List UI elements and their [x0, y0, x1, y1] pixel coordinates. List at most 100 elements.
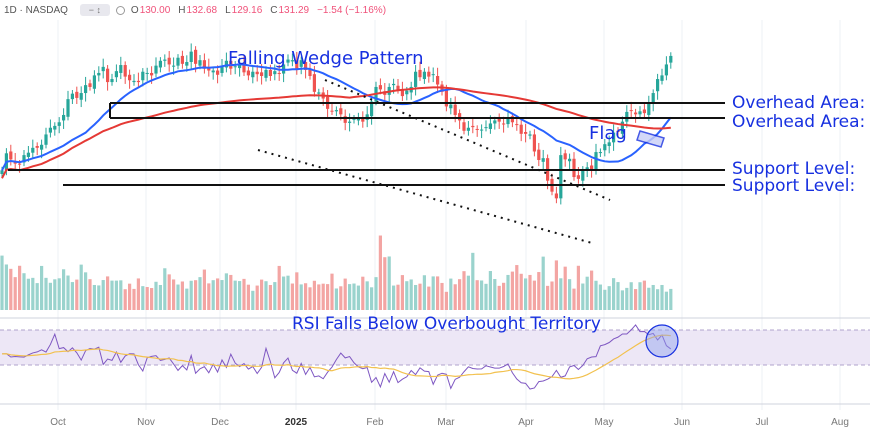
volume-bar [321, 283, 325, 310]
x-tick-label: Jul [756, 417, 769, 428]
candle [9, 151, 13, 160]
volume-bar [229, 274, 233, 310]
volume-bar [70, 282, 74, 310]
volume-bar [207, 283, 211, 310]
candle [290, 60, 294, 62]
candle [647, 104, 651, 115]
low-label: L [225, 4, 231, 16]
candle [158, 60, 162, 68]
support-level-label-1: Support Level: [732, 159, 856, 179]
volume-bar [238, 281, 242, 310]
candle [480, 129, 484, 131]
high-label: H [178, 4, 186, 16]
candle [53, 125, 57, 130]
volume-bar [343, 278, 347, 310]
volume-bar [92, 284, 96, 310]
candle [48, 127, 52, 133]
volume-bar [414, 284, 418, 310]
candle [273, 71, 277, 75]
volume-bar [427, 286, 431, 310]
volume-bar [594, 280, 598, 310]
volume-bar [361, 276, 365, 310]
volume-bar [396, 284, 400, 310]
volume-bar [352, 283, 356, 310]
candle [563, 153, 567, 160]
volume-bar [568, 279, 572, 310]
volume-bar [9, 268, 13, 310]
candle [651, 93, 655, 104]
candlesticks [0, 43, 673, 205]
volume-bar [4, 264, 8, 310]
volume-bar [550, 281, 554, 310]
candle [422, 71, 426, 80]
candle [392, 83, 396, 86]
volume-bar [40, 265, 44, 310]
candle [18, 163, 22, 165]
volume-bar [0, 255, 4, 310]
candle [35, 146, 39, 148]
candle [114, 71, 118, 78]
volume-bar [642, 280, 646, 310]
candle [88, 83, 92, 87]
candle [475, 128, 479, 130]
candle [568, 158, 572, 162]
falling-wedge-lines [257, 79, 611, 244]
volume-bar [326, 284, 330, 310]
volume-bar [581, 283, 585, 310]
wedge-upper-line [324, 79, 611, 201]
candle [260, 72, 264, 76]
candle [656, 79, 660, 92]
volume-bar [519, 273, 523, 310]
volume-bar [528, 274, 532, 310]
volume-bar [224, 273, 228, 310]
candle [136, 80, 140, 83]
volume-bar [651, 284, 655, 310]
candle [57, 122, 61, 126]
volume-bar [616, 282, 620, 310]
volume-bar [79, 264, 83, 310]
volume-bar [97, 285, 101, 310]
candle [572, 158, 576, 178]
volume-bar [13, 277, 17, 310]
candle [510, 116, 514, 123]
slow-ma-line [1, 86, 671, 179]
volume-bar [31, 277, 35, 310]
candle [559, 155, 563, 199]
candle [40, 144, 44, 150]
volume-bar [612, 278, 616, 310]
change-value: −1.54 (−1.16%) [317, 4, 387, 16]
candle [26, 152, 30, 157]
volume-bar [264, 281, 268, 310]
volume-bar [418, 283, 422, 310]
volume-bar [154, 281, 158, 310]
candle [264, 69, 268, 78]
volume-bar [647, 287, 651, 310]
candle [304, 62, 308, 70]
candle [528, 134, 532, 136]
candle [286, 59, 290, 63]
visibility-icon[interactable] [115, 5, 125, 15]
candle [198, 60, 202, 66]
rsi-annotation: RSI Falls Below Overbought Territory [292, 314, 601, 334]
volume-bar [176, 284, 180, 310]
candle [119, 65, 123, 73]
volume-bar [497, 285, 501, 310]
candle [295, 60, 299, 69]
close-value: 131.29 [278, 4, 310, 16]
volume-bar [18, 265, 22, 310]
candle [62, 114, 66, 121]
indicator-toggle[interactable]: − ↕ [79, 4, 110, 16]
candle [497, 118, 501, 122]
low-value: 129.16 [231, 4, 263, 16]
volume-bar [585, 276, 589, 310]
fast-moving-average [1, 63, 672, 171]
volume-bar [48, 282, 52, 310]
volume-bar [158, 284, 162, 310]
volume-bar [480, 280, 484, 310]
volume-bar [365, 281, 369, 310]
candle [70, 93, 74, 100]
falling-wedge-label: Falling Wedge Pattern [228, 48, 424, 69]
candle [145, 72, 149, 74]
candle [378, 85, 382, 90]
volume-bar [242, 278, 246, 310]
